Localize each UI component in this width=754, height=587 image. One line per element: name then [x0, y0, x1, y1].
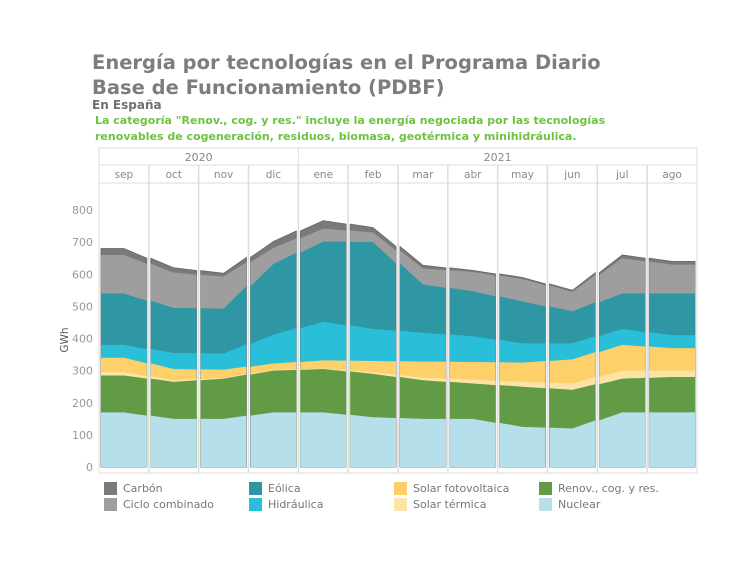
year-label: 2021 — [484, 151, 512, 164]
area-nuclear-nov — [200, 415, 247, 467]
y-axis-label: GWh — [59, 327, 71, 352]
y-tick-label: 100 — [72, 429, 93, 442]
month-label: nov — [214, 169, 233, 181]
area-nuclear-mar — [400, 418, 446, 467]
month-label: jul — [615, 169, 629, 181]
legend-item: Renov., cog. y res. — [539, 482, 659, 495]
area-nuclear-jun — [549, 420, 596, 467]
month-label: abr — [464, 169, 482, 181]
legend-label: Eólica — [268, 482, 301, 495]
y-tick-label: 300 — [72, 365, 93, 378]
legend-swatch — [249, 498, 262, 511]
legend-item: Carbón — [104, 482, 163, 495]
legend-swatch — [539, 482, 552, 495]
y-tick-label: 0 — [86, 461, 93, 474]
legend-swatch — [249, 482, 262, 495]
legend-item: Nuclear — [539, 498, 600, 511]
area-nuclear-ene — [300, 412, 347, 467]
legend-swatch — [104, 498, 117, 511]
area-nuclear-abr — [449, 418, 496, 467]
y-tick-label: 200 — [72, 397, 93, 410]
legend-swatch — [539, 498, 552, 511]
legend-item: Solar fotovoltaica — [394, 482, 509, 495]
year-label: 2020 — [185, 151, 213, 164]
legend-item: Ciclo combinado — [104, 498, 214, 511]
y-tick-label: 700 — [72, 236, 93, 249]
area-nuclear-sep — [101, 412, 147, 467]
legend-label: Hidráulica — [268, 498, 324, 511]
month-label: feb — [365, 169, 382, 181]
legend-swatch — [104, 482, 117, 495]
legend-label: Renov., cog. y res. — [558, 482, 659, 495]
legend-label: Carbón — [123, 482, 163, 495]
area-nuclear-dic — [250, 412, 297, 467]
legend-label: Solar fotovoltaica — [413, 482, 510, 495]
area-nuclear-ago — [649, 412, 695, 467]
month-label: jun — [563, 169, 580, 181]
month-label: mar — [412, 169, 434, 181]
month-label: dic — [266, 169, 282, 181]
y-tick-label: 600 — [72, 268, 93, 281]
legend-label: Ciclo combinado — [123, 498, 215, 511]
chart-title: Energía por tecnologías en el Programa D… — [92, 51, 601, 99]
legend-item: Solar térmica — [394, 498, 487, 511]
y-tick-label: 500 — [72, 300, 93, 313]
area-nuclear-may — [499, 422, 546, 467]
month-label: may — [511, 169, 534, 181]
legend-label: Nuclear — [558, 498, 601, 511]
legend-item: Eólica — [249, 482, 301, 495]
month-label: ago — [662, 169, 682, 181]
month-label: sep — [115, 169, 134, 181]
area-nuclear-oct — [150, 415, 197, 467]
month-label: ene — [313, 169, 333, 181]
month-label: oct — [166, 169, 182, 181]
legend-swatch — [394, 482, 407, 495]
legend-item: Hidráulica — [249, 498, 323, 511]
legend-label: Solar térmica — [413, 498, 487, 511]
y-tick-label: 400 — [72, 333, 93, 346]
y-tick-label: 800 — [72, 204, 93, 217]
legend-swatch — [394, 498, 407, 511]
area-nuclear-jul — [599, 412, 646, 467]
chart-note: La categoría "Renov., cog. y res." inclu… — [95, 114, 606, 143]
area-nuclear-feb — [350, 414, 396, 467]
chart-subtitle: En España — [92, 98, 162, 112]
